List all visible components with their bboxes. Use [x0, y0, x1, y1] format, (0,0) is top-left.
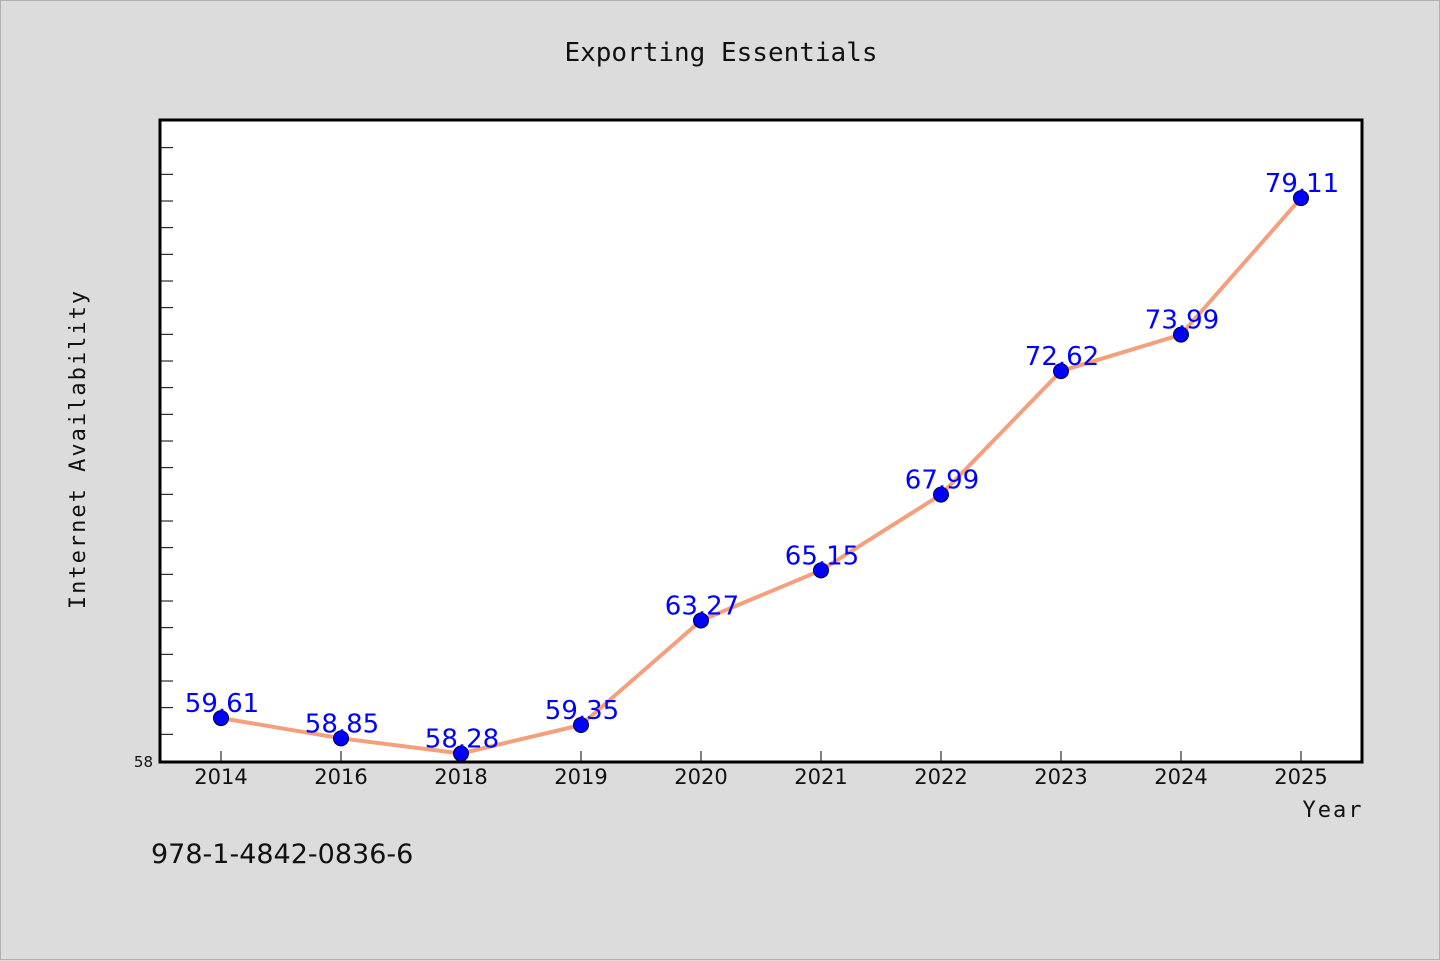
x-axis-ticks — [220, 751, 1302, 761]
data-point-marker — [693, 612, 709, 629]
data-label: 59.61 — [185, 689, 259, 719]
data-label: 65.15 — [785, 541, 859, 571]
data-labels: 59.61 58.85 58.28 59.35 63.27 65.15 67.99 72.62… — [185, 169, 1339, 754]
data-label: 58.85 — [305, 709, 379, 739]
x-tick-labels: 2014 2016 2018 2019 2020 2021 2022 2023 2024 2025 — [194, 765, 1327, 789]
series-markers — [213, 190, 1309, 762]
x-tick-label: 2024 — [1154, 765, 1207, 789]
data-label: 67.99 — [905, 466, 979, 496]
y-axis-label: Internet Availability — [66, 289, 91, 609]
y-tick-label: 58 — [134, 753, 153, 771]
plot-area — [158, 118, 1364, 764]
data-label: 79.11 — [1265, 169, 1339, 199]
data-point-marker — [453, 745, 469, 762]
data-point-marker — [333, 730, 349, 747]
data-point-marker — [1053, 363, 1069, 380]
x-tick-label: 2023 — [1034, 765, 1087, 789]
x-tick-label: 2019 — [554, 765, 607, 789]
data-label: 73.99 — [1145, 306, 1219, 336]
x-tick-label: 2020 — [674, 765, 727, 789]
x-tick-label: 2025 — [1274, 765, 1327, 789]
data-label: 59.35 — [545, 696, 619, 726]
y-axis-ticks — [161, 147, 173, 735]
x-tick-label: 2018 — [434, 765, 487, 789]
x-tick-label: 2021 — [794, 765, 847, 789]
data-label: 58.28 — [425, 725, 499, 755]
series-line — [219, 196, 1303, 756]
x-tick-label: 2022 — [914, 765, 967, 789]
x-axis-label: Year — [1303, 798, 1364, 823]
data-point-marker — [1293, 190, 1309, 207]
x-tick-label: 2016 — [314, 765, 367, 789]
data-point-marker — [213, 710, 229, 727]
data-point-marker — [933, 486, 949, 503]
isbn-text: 978-1-4842-0836-6 — [151, 839, 413, 870]
data-label: 72.62 — [1025, 342, 1099, 372]
chart-title: Exporting Essentials — [564, 38, 877, 68]
x-tick-label: 2014 — [194, 765, 247, 789]
data-point-marker — [1173, 326, 1189, 343]
data-point-marker — [813, 562, 829, 579]
data-point-marker — [573, 717, 589, 733]
data-label: 63.27 — [665, 591, 739, 621]
